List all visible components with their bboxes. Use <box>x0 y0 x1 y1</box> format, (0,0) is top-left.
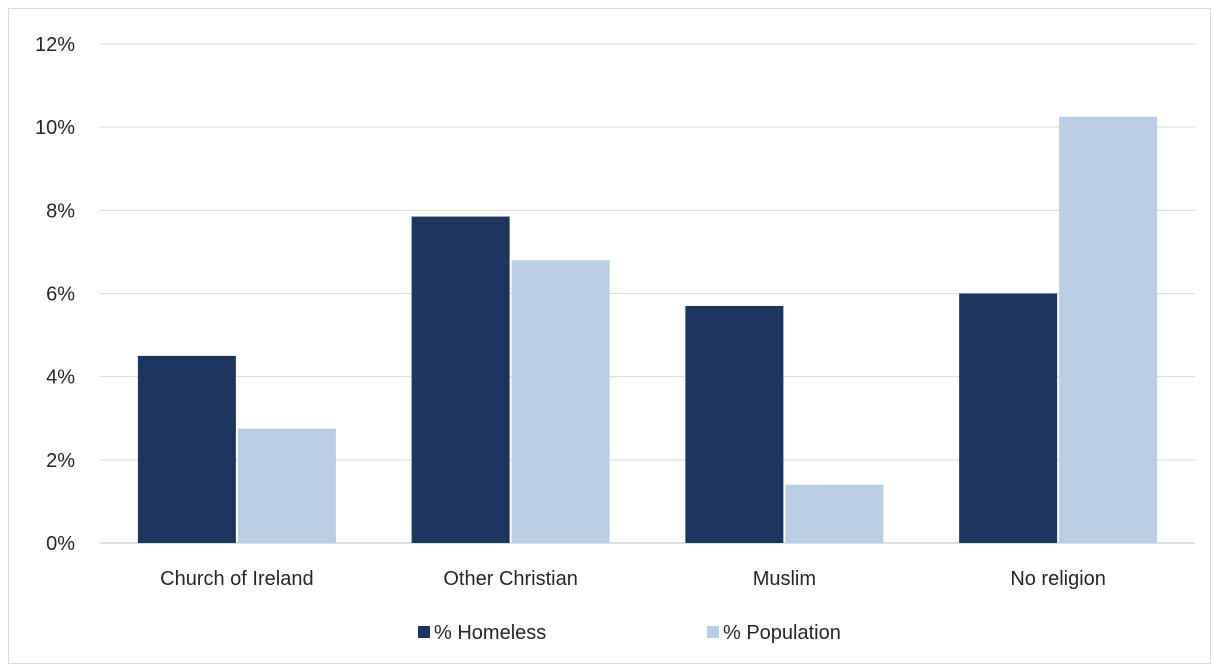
bar-population <box>785 484 884 543</box>
bar-population <box>1059 116 1158 543</box>
bar-homeless <box>137 355 236 543</box>
x-tick-label: Church of Ireland <box>160 568 313 590</box>
x-tick-label: Other Christian <box>443 568 578 590</box>
y-tick-label: 4% <box>46 367 75 389</box>
x-tick-label: Muslim <box>753 568 816 590</box>
legend-swatch <box>707 626 719 638</box>
legend-label: % Homeless <box>434 622 546 644</box>
x-axis-ticks: Church of Ireland Other Christian Muslim No… <box>160 568 1106 590</box>
y-tick-label: 2% <box>46 450 75 472</box>
y-tick-label: 12% <box>35 34 75 56</box>
bar-population <box>511 260 610 543</box>
y-tick-label: 10% <box>35 117 75 139</box>
bar-homeless <box>685 305 784 543</box>
legend-label: % Population <box>723 622 841 644</box>
legend: % Homeless % Population <box>418 622 841 644</box>
bar-homeless <box>959 293 1058 543</box>
legend-swatch <box>418 626 430 638</box>
y-tick-label: 6% <box>46 284 75 306</box>
y-axis-ticks: 0% 2% 4% 6% 8% 10% 12% <box>35 34 75 555</box>
bar-homeless <box>411 216 510 543</box>
x-tick-label: No religion <box>1010 568 1106 590</box>
y-tick-label: 8% <box>46 200 75 222</box>
y-tick-label: 0% <box>46 533 75 555</box>
bars <box>137 116 1158 543</box>
bar-population <box>237 428 336 543</box>
